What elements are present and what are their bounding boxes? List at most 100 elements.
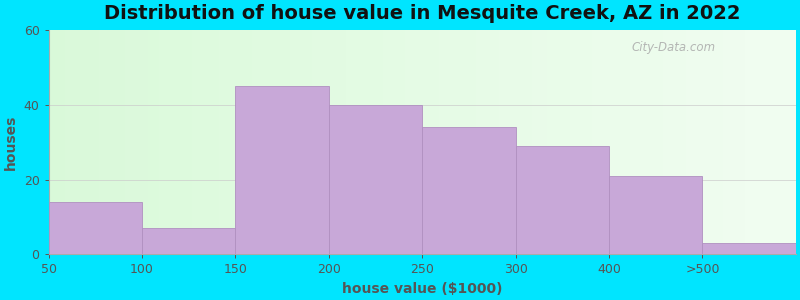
Bar	[308, 30, 312, 254]
Bar	[245, 30, 249, 254]
Bar	[516, 146, 609, 254]
Bar	[607, 30, 611, 254]
Bar	[634, 30, 637, 254]
Bar	[166, 30, 170, 254]
Bar	[406, 30, 409, 254]
Bar	[334, 30, 338, 254]
Bar	[379, 30, 383, 254]
Bar	[133, 30, 137, 254]
Bar	[578, 30, 581, 254]
Bar	[126, 30, 129, 254]
Bar	[271, 30, 274, 254]
Bar	[641, 30, 645, 254]
Y-axis label: houses: houses	[4, 115, 18, 170]
Bar	[409, 30, 413, 254]
Bar	[533, 30, 536, 254]
Bar	[529, 30, 533, 254]
Bar	[102, 30, 106, 254]
Bar	[719, 30, 723, 254]
Bar	[137, 30, 140, 254]
Bar	[39, 30, 43, 254]
Bar	[319, 30, 323, 254]
Bar	[185, 30, 189, 254]
Bar	[215, 30, 218, 254]
Bar	[118, 30, 122, 254]
Bar	[226, 30, 230, 254]
Bar	[13, 30, 17, 254]
Bar	[144, 30, 148, 254]
Bar	[465, 30, 469, 254]
Bar	[734, 30, 738, 254]
Bar	[383, 30, 386, 254]
Bar	[84, 30, 88, 254]
Bar	[581, 30, 585, 254]
Bar	[278, 30, 282, 254]
Bar	[648, 30, 652, 254]
Bar	[95, 30, 99, 254]
Bar	[66, 30, 69, 254]
Bar	[252, 30, 256, 254]
Bar	[46, 30, 50, 254]
Bar	[54, 30, 58, 254]
Title: Distribution of house value in Mesquite Creek, AZ in 2022: Distribution of house value in Mesquite …	[104, 4, 741, 23]
Bar	[674, 30, 678, 254]
Bar	[652, 30, 656, 254]
Bar	[431, 30, 435, 254]
Bar	[704, 30, 708, 254]
Bar	[701, 30, 704, 254]
Bar	[182, 30, 185, 254]
Bar	[159, 30, 162, 254]
Bar	[207, 30, 211, 254]
Bar	[234, 30, 238, 254]
Bar	[170, 30, 174, 254]
Bar	[368, 30, 372, 254]
Bar	[618, 30, 622, 254]
Bar	[69, 30, 73, 254]
Bar	[715, 30, 719, 254]
Bar	[342, 30, 346, 254]
Bar	[726, 30, 730, 254]
Bar	[551, 30, 555, 254]
Bar	[24, 30, 28, 254]
Bar	[525, 30, 529, 254]
Bar	[480, 30, 484, 254]
Bar	[32, 30, 35, 254]
Bar	[357, 30, 361, 254]
Bar	[702, 243, 796, 254]
Bar	[155, 30, 159, 254]
Bar	[603, 30, 607, 254]
Bar	[327, 30, 330, 254]
Bar	[375, 30, 379, 254]
Bar	[398, 30, 402, 254]
Bar	[417, 30, 420, 254]
Bar	[62, 30, 66, 254]
Bar	[148, 30, 151, 254]
Bar	[21, 30, 24, 254]
Bar	[394, 30, 398, 254]
Bar	[73, 30, 77, 254]
Bar	[386, 30, 390, 254]
Bar	[193, 30, 196, 254]
Bar	[566, 30, 570, 254]
Bar	[238, 30, 241, 254]
Bar	[742, 30, 746, 254]
Bar	[294, 30, 297, 254]
Bar	[454, 30, 458, 254]
Bar	[544, 30, 547, 254]
Bar	[361, 30, 364, 254]
Bar	[174, 30, 178, 254]
Bar	[637, 30, 641, 254]
Bar	[656, 30, 659, 254]
Bar	[338, 30, 342, 254]
Bar	[693, 30, 697, 254]
Bar	[151, 30, 155, 254]
Bar	[622, 30, 626, 254]
Bar	[518, 30, 522, 254]
Bar	[390, 30, 394, 254]
Bar	[256, 30, 260, 254]
Bar	[484, 30, 488, 254]
Text: City-Data.com: City-Data.com	[631, 41, 715, 55]
Bar	[211, 30, 215, 254]
Bar	[49, 202, 142, 254]
Bar	[570, 30, 574, 254]
